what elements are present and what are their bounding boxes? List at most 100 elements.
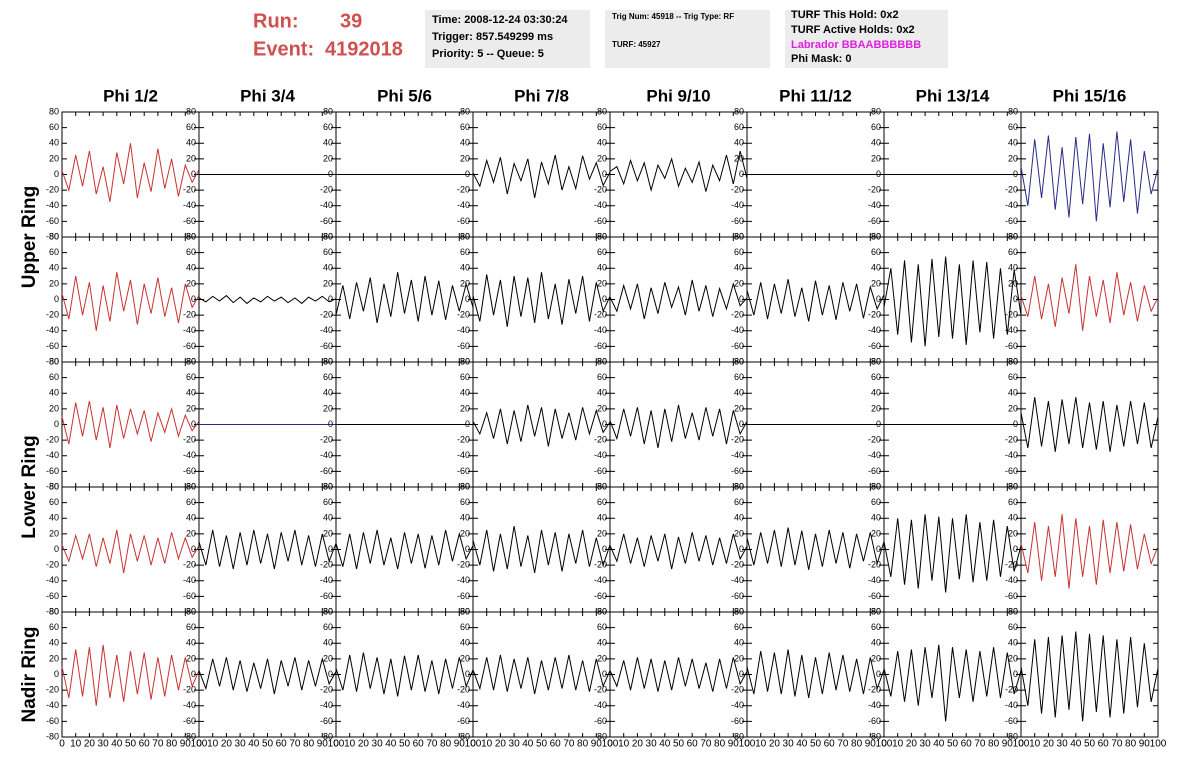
y-tick-label: 40	[186, 513, 196, 523]
y-tick-label: -40	[320, 325, 333, 335]
y-tick-label: 80	[49, 356, 59, 366]
y-tick-label: -80	[320, 731, 333, 741]
y-tick-label: 40	[323, 263, 333, 273]
ring-label: Upper Ring	[19, 186, 40, 288]
x-tick-label: 70	[152, 739, 164, 750]
waveform	[198, 294, 337, 305]
x-tick-label: 70	[837, 739, 849, 750]
y-tick-label: -40	[594, 450, 607, 460]
x-tick-label: 50	[536, 739, 548, 750]
x-tick-label: 50	[673, 739, 685, 750]
y-tick-label: 80	[1008, 106, 1018, 116]
y-tick-label: 20	[49, 528, 59, 538]
y-tick-label: 20	[460, 528, 470, 538]
x-tick-label: 50	[262, 739, 274, 750]
y-tick-label: -40	[1005, 200, 1018, 210]
y-tick-label: -60	[594, 716, 607, 726]
y-tick-label: -80	[183, 231, 196, 241]
x-tick-label: 10	[892, 739, 904, 750]
y-tick-label: -40	[183, 200, 196, 210]
y-tick-label: -20	[46, 685, 59, 695]
x-tick-label: 20	[358, 739, 370, 750]
y-tick-label: -60	[731, 341, 744, 351]
panel-frame	[61, 486, 200, 613]
y-tick-label: -20	[457, 185, 470, 195]
x-tick-label: 70	[1111, 739, 1123, 750]
x-tick-label: 100	[465, 739, 482, 750]
y-tick-label: 0	[602, 294, 607, 304]
y-tick-label: 20	[49, 153, 59, 163]
waveform	[472, 272, 611, 327]
y-tick-label: 0	[602, 669, 607, 679]
y-tick-label: -20	[183, 560, 196, 570]
y-tick-label: -20	[1005, 435, 1018, 445]
x-tick-label: 80	[988, 739, 1000, 750]
y-tick-label: 20	[460, 278, 470, 288]
y-tick-label: -40	[594, 200, 607, 210]
x-tick-label: 100	[1150, 739, 1167, 750]
x-tick-label: 20	[84, 739, 96, 750]
waveform	[609, 657, 748, 692]
x-tick-label: 100	[739, 739, 756, 750]
waveform	[61, 644, 200, 706]
y-tick-label: 40	[597, 638, 607, 648]
y-tick-label: 80	[323, 356, 333, 366]
y-tick-label: 40	[460, 263, 470, 273]
x-tick-label: 20	[632, 739, 644, 750]
y-tick-label: 20	[49, 403, 59, 413]
y-tick-label: 60	[1008, 122, 1018, 132]
y-tick-label: -40	[320, 450, 333, 460]
y-tick-label: -40	[457, 200, 470, 210]
y-tick-label: -80	[183, 731, 196, 741]
y-tick-label: -40	[457, 325, 470, 335]
y-tick-label: -60	[320, 716, 333, 726]
y-tick-label: -80	[594, 606, 607, 616]
y-tick-label: -20	[868, 185, 881, 195]
y-tick-label: -60	[320, 216, 333, 226]
column-header: Phi 9/10	[646, 86, 710, 105]
y-tick-label: -20	[320, 435, 333, 445]
column-header: Phi 5/6	[377, 86, 432, 105]
y-tick-label: 40	[49, 388, 59, 398]
y-tick-label: -80	[320, 481, 333, 491]
y-tick-label: 0	[1013, 294, 1018, 304]
y-tick-label: 0	[465, 544, 470, 554]
y-tick-label: 20	[597, 528, 607, 538]
y-tick-label: 80	[597, 231, 607, 241]
y-tick-label: 0	[739, 169, 744, 179]
y-tick-label: -60	[731, 216, 744, 226]
y-tick-label: 40	[49, 638, 59, 648]
x-tick-label: 0	[59, 739, 65, 750]
panel-frame	[472, 236, 611, 363]
y-tick-label: -80	[731, 731, 744, 741]
x-tick-label: 90	[454, 739, 466, 750]
y-tick-label: 0	[54, 669, 59, 679]
ring-label: Nadir Ring	[19, 626, 40, 722]
y-tick-label: -40	[731, 700, 744, 710]
x-tick-label: 50	[947, 739, 959, 750]
y-tick-label: -80	[868, 731, 881, 741]
column-header: Phi 1/2	[103, 86, 158, 105]
x-tick-label: 90	[728, 739, 740, 750]
waveform	[335, 529, 474, 570]
x-tick-label: 80	[303, 739, 315, 750]
y-tick-label: 20	[186, 653, 196, 663]
panel-frame	[1020, 611, 1159, 738]
y-tick-label: -60	[320, 591, 333, 601]
y-tick-label: 80	[49, 481, 59, 491]
y-tick-label: -80	[457, 731, 470, 741]
x-tick-label: 0	[333, 739, 339, 750]
y-tick-label: -80	[1005, 356, 1018, 366]
x-tick-label: 40	[111, 739, 123, 750]
y-tick-label: -80	[457, 606, 470, 616]
y-tick-label: 20	[186, 278, 196, 288]
x-tick-label: 80	[577, 739, 589, 750]
y-tick-label: -80	[868, 481, 881, 491]
x-tick-label: 30	[1057, 739, 1069, 750]
y-tick-label: 80	[460, 356, 470, 366]
y-tick-label: 20	[186, 153, 196, 163]
y-tick-label: -40	[457, 575, 470, 585]
run-number: 39	[340, 10, 362, 32]
x-tick-label: 60	[1098, 739, 1110, 750]
x-tick-label: 60	[139, 739, 151, 750]
